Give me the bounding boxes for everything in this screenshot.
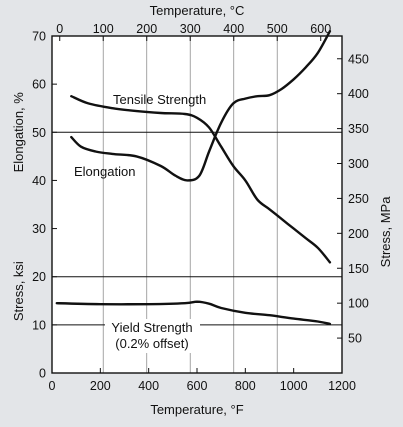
labels: Temperature, °C Temperature, °F Elongation… <box>11 3 393 417</box>
y-left-lower-axis-title: Stress, ksi <box>11 261 26 321</box>
x-top-tick-label: 300 <box>180 22 201 36</box>
x-top-axis-title: Temperature, °C <box>150 3 245 18</box>
series-line <box>70 30 332 182</box>
x-bottom-tick-label: 1000 <box>280 379 308 393</box>
annotation-yield-offset: (0.2% offset) <box>115 336 188 351</box>
y-left-lower-tick-label: 10 <box>32 318 46 332</box>
y-right-tick-label: 450 <box>348 52 369 66</box>
x-bottom-axis-title: Temperature, °F <box>150 402 243 417</box>
x-top-tick-label: 500 <box>267 22 288 36</box>
y-left-upper-tick-label: 60 <box>32 78 46 92</box>
grid <box>52 36 342 373</box>
annotation-elongation: Elongation <box>74 164 135 179</box>
x-bottom-tick-label: 1200 <box>328 379 356 393</box>
series-layer <box>55 30 332 326</box>
annotation-yield-background <box>105 319 200 353</box>
x-bottom-tick-label: 200 <box>90 379 111 393</box>
y-left-upper-tick-label: 30 <box>32 222 46 236</box>
series-line <box>70 95 332 264</box>
y-right-tick-label: 350 <box>348 122 369 136</box>
y-right-tick-label: 200 <box>348 227 369 241</box>
series-yield-strength <box>55 300 332 326</box>
x-top-tick-label: 0 <box>56 22 63 36</box>
series-line <box>55 300 332 326</box>
x-bottom-tick-label: 0 <box>49 379 56 393</box>
y-right-tick-label: 50 <box>348 332 362 346</box>
x-bottom-tick-label: 400 <box>138 379 159 393</box>
y-left-upper-axis-title: Elongation, % <box>11 92 26 173</box>
x-top-tick-label: 400 <box>223 22 244 36</box>
y-left-upper-tick-label: 40 <box>32 174 46 188</box>
y-left-lower-tick-label: 20 <box>32 270 46 284</box>
series-elongation <box>70 30 332 182</box>
plot-area <box>52 36 342 373</box>
y-right-axis-title: Stress, MPa <box>378 196 393 268</box>
x-top-tick-label: 200 <box>136 22 157 36</box>
y-left-upper-tick-label: 70 <box>32 30 46 44</box>
x-top-tick-label: 600 <box>310 22 331 36</box>
series-tensile-strength <box>70 95 332 264</box>
x-bottom-tick-label: 600 <box>187 379 208 393</box>
annotation-tensile-strength: Tensile Strength <box>113 92 206 107</box>
y-right-tick-label: 300 <box>348 157 369 171</box>
x-bottom-tick-label: 800 <box>235 379 256 393</box>
y-right-tick-label: 100 <box>348 297 369 311</box>
y-right-tick-label: 150 <box>348 262 369 276</box>
y-right-tick-label: 400 <box>348 87 369 101</box>
x-top-tick-label: 100 <box>93 22 114 36</box>
y-left-lower-tick-label: 0 <box>39 367 46 381</box>
annotation-yield-strength: Yield Strength <box>111 320 192 335</box>
y-right-tick-label: 250 <box>348 192 369 206</box>
y-left-upper-tick-label: 50 <box>32 126 46 140</box>
